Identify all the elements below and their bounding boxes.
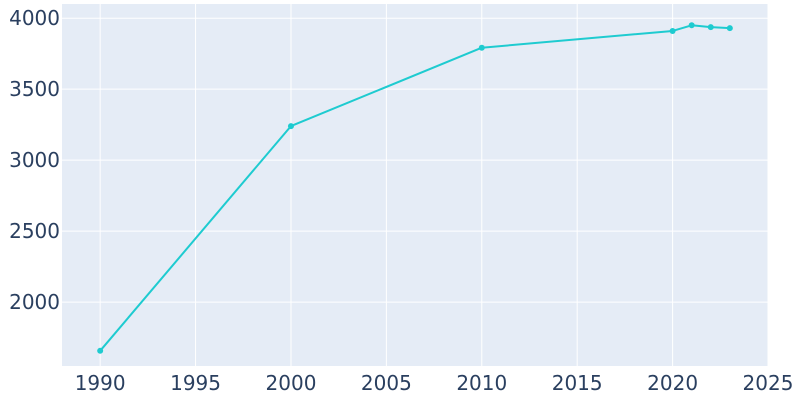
x-tick-label-2000: 2000 (266, 371, 317, 395)
x-tick-label-2015: 2015 (552, 371, 603, 395)
y-tick-label-3500: 3500 (9, 77, 60, 101)
x-tick-label-2005: 2005 (361, 371, 412, 395)
data-point-2023 (726, 25, 733, 32)
y-tick-label-2500: 2500 (9, 219, 60, 243)
data-point-2010 (478, 44, 485, 51)
data-point-2022 (707, 24, 714, 31)
grid-lines (62, 4, 769, 366)
y-tick-label-2000: 2000 (9, 290, 60, 314)
x-tick-label-1990: 1990 (75, 371, 126, 395)
x-tick-label-1995: 1995 (170, 371, 221, 395)
y-tick-label-4000: 4000 (9, 6, 60, 30)
y-tick-label-3000: 3000 (9, 148, 60, 172)
x-tick-label-2020: 2020 (647, 371, 698, 395)
axis-labels: 1990 1995 2000 2005 2010 2015 2020 2025 2000 2500… (9, 6, 793, 395)
data-point-1990 (97, 347, 104, 354)
x-tick-label-2025: 2025 (743, 371, 794, 395)
data-point-2020 (669, 27, 676, 34)
x-tick-label-2010: 2010 (456, 371, 507, 395)
series-layer (97, 22, 733, 354)
plot-area (62, 4, 768, 366)
data-point-2000 (287, 123, 294, 130)
data-point-2021 (688, 22, 695, 29)
